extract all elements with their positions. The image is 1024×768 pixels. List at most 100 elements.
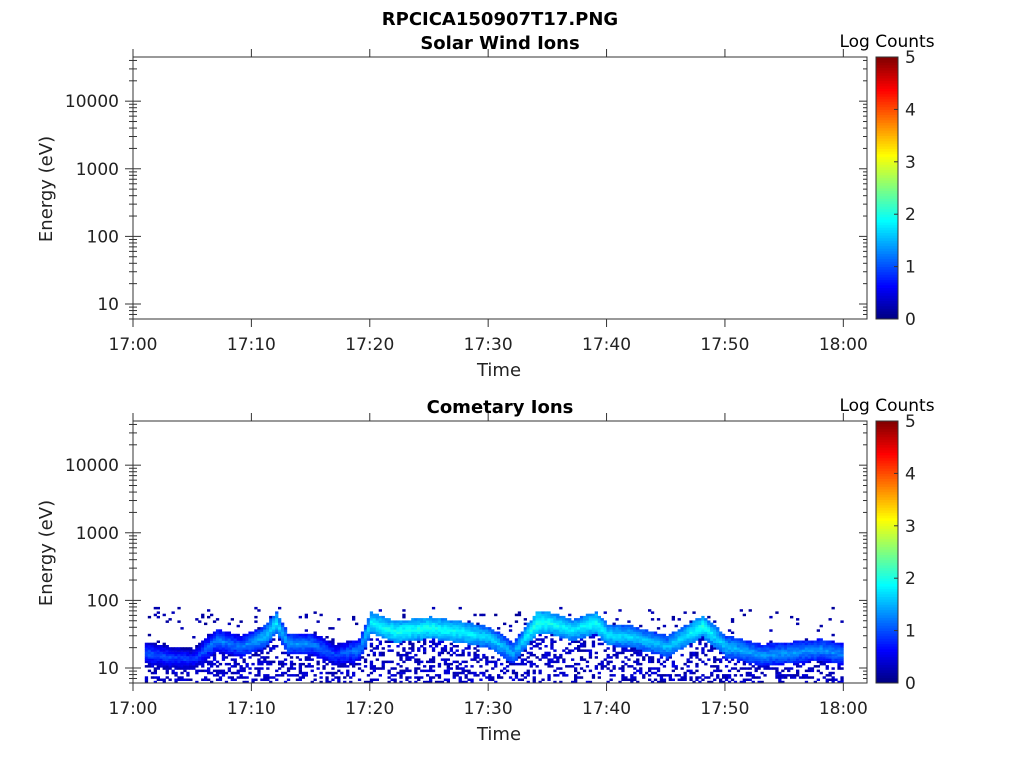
spectrogram-cell: [742, 667, 746, 670]
spectrogram-cell: [431, 658, 436, 661]
spectrogram-cell: [198, 656, 202, 659]
spectrogram-cell: [195, 662, 199, 666]
spectrogram-cell: [479, 642, 483, 646]
spectrogram-cell: [707, 658, 711, 661]
spectrogram-cell: [446, 622, 450, 626]
spectrogram-cell: [156, 645, 160, 648]
spectrogram-cell: [745, 671, 749, 675]
spectrogram-cell: [520, 638, 524, 641]
spectrogram-cell: [588, 669, 593, 673]
spectrogram-cell: [461, 671, 465, 675]
spectrogram-cell: [736, 653, 741, 657]
spectrogram-cell: [494, 645, 498, 648]
colorbar-segment: [876, 525, 898, 529]
spectrogram-cell: [283, 662, 288, 666]
spectrogram-cell: [733, 674, 738, 677]
spectrogram-cell: [511, 645, 516, 648]
spectrogram-cell: [174, 653, 178, 657]
spectrogram-cell: [585, 615, 590, 619]
spectrogram-cell: [242, 640, 246, 643]
spectrogram-cell: [452, 620, 456, 623]
spectrogram-cell: [144, 680, 149, 684]
spectrogram-cell: [816, 678, 820, 681]
colorbar-segment: [876, 643, 898, 647]
spectrogram-cell: [275, 613, 279, 617]
spectrogram-cell: [775, 642, 779, 646]
spectrogram-cell: [680, 629, 684, 632]
spectrogram-cell: [455, 622, 459, 626]
spectrogram-cell: [174, 647, 178, 650]
spectrogram-cell: [653, 640, 658, 643]
spectrogram-cell: [266, 662, 270, 666]
spectrogram-cell: [612, 674, 616, 677]
spectrogram-cell: [775, 611, 779, 614]
spectrogram-cell: [784, 676, 788, 679]
spectrogram-cell: [381, 660, 385, 664]
spectrogram-cell: [497, 674, 501, 677]
spectrogram-cell: [594, 665, 598, 668]
spectrogram-cell: [310, 645, 314, 648]
spectrogram-cell: [372, 669, 376, 673]
spectrogram-cell: [494, 660, 498, 664]
spectrogram-cell: [260, 640, 264, 643]
spectrogram-cell: [242, 649, 246, 652]
spectrogram-cell: [668, 676, 672, 679]
spectrogram-cell: [819, 649, 823, 652]
spectrogram-cell: [165, 645, 169, 648]
spectrogram-cell: [612, 642, 616, 646]
spectrogram-cell: [402, 671, 406, 675]
spectrogram-cell: [739, 667, 743, 670]
spectrogram-cell: [683, 671, 687, 675]
spectrogram-cell: [716, 645, 720, 648]
spectrogram-cell: [325, 658, 329, 661]
spectrogram-cell: [381, 662, 385, 666]
spectrogram-cell: [233, 647, 237, 650]
spectrogram-cell: [429, 640, 433, 643]
spectrogram-cell: [269, 660, 273, 664]
spectrogram-cell: [724, 642, 729, 646]
spectrogram-cell: [423, 636, 427, 639]
spectrogram-cell: [633, 667, 637, 670]
spectrogram-cell: [452, 671, 456, 675]
spectrogram-cell: [656, 660, 661, 664]
spectrogram-cell: [639, 633, 643, 637]
spectrogram-cell: [171, 651, 175, 655]
spectrogram-cell: [153, 671, 157, 675]
spectrogram-cell: [541, 631, 545, 634]
spectrogram-cell: [577, 649, 581, 652]
spectrogram-cell: [177, 678, 181, 681]
spectrogram-cell: [316, 620, 320, 623]
spectrogram-cell: [322, 665, 326, 668]
spectrogram-cell: [423, 680, 427, 684]
spectrogram-cell: [624, 649, 628, 652]
spectrogram-cell: [192, 651, 196, 655]
spectrogram-cell: [283, 651, 288, 655]
spectrogram-cell: [656, 627, 661, 630]
spectrogram-cell: [662, 624, 667, 628]
spectrogram-cell: [423, 649, 427, 652]
spectrogram-cell: [437, 642, 442, 646]
spectrogram-cell: [408, 638, 412, 641]
spectrogram-cell: [807, 660, 812, 664]
spectrogram-cell: [331, 671, 335, 675]
spectrogram-cell: [793, 674, 797, 677]
spectrogram-cell: [748, 649, 752, 652]
spectrogram-cell: [517, 678, 522, 681]
spectrogram-cell: [541, 656, 545, 659]
spectrogram-cell: [825, 649, 829, 652]
spectrogram-cell: [431, 606, 436, 610]
y-tick-label: 100: [87, 591, 119, 611]
spectrogram-cell: [263, 658, 267, 661]
spectrogram-cell: [754, 667, 758, 670]
spectrogram-cell: [520, 645, 524, 648]
spectrogram-cell: [343, 676, 347, 679]
spectrogram-cell: [399, 656, 403, 659]
spectrogram-cell: [153, 676, 157, 679]
spectrogram-cell: [704, 645, 708, 648]
spectrogram-cell: [245, 640, 249, 643]
spectrogram-cell: [757, 656, 761, 659]
spectrogram-cell: [559, 680, 563, 684]
spectrogram-cell: [591, 640, 596, 643]
spectrogram-cell: [334, 649, 338, 652]
